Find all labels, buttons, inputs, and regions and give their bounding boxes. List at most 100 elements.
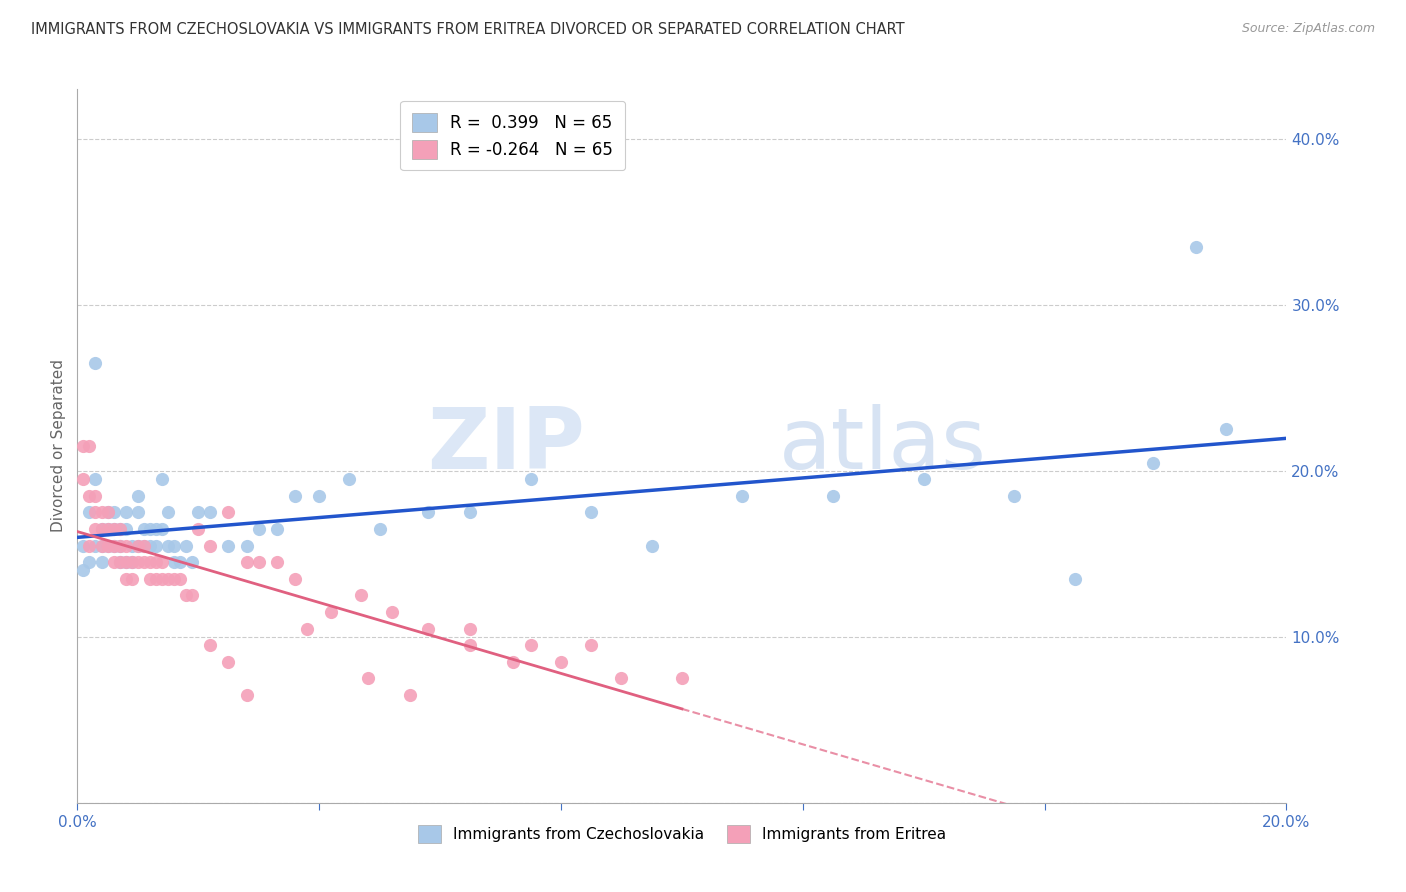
Point xyxy=(84,356,107,370)
Point xyxy=(821,489,844,503)
Point xyxy=(610,671,633,685)
Point xyxy=(96,522,118,536)
Point xyxy=(132,539,155,553)
Text: atlas: atlas xyxy=(779,404,987,488)
Point xyxy=(139,539,162,553)
Point xyxy=(235,539,257,553)
Point xyxy=(145,555,167,569)
Point xyxy=(671,671,693,685)
Point xyxy=(90,522,112,536)
Point xyxy=(218,655,240,669)
Point xyxy=(520,472,543,486)
Point xyxy=(127,505,149,519)
Point xyxy=(912,472,935,486)
Point xyxy=(108,522,131,536)
Point xyxy=(284,572,307,586)
Point xyxy=(96,505,118,519)
Point xyxy=(103,522,125,536)
Point xyxy=(150,472,173,486)
Point xyxy=(550,655,572,669)
Point xyxy=(103,539,125,553)
Point xyxy=(641,539,664,553)
Point xyxy=(266,522,288,536)
Point xyxy=(181,555,204,569)
Point xyxy=(121,572,143,586)
Point xyxy=(90,555,112,569)
Point xyxy=(150,572,173,586)
Point xyxy=(127,539,149,553)
Point xyxy=(145,522,167,536)
Point xyxy=(218,539,240,553)
Text: Source: ZipAtlas.com: Source: ZipAtlas.com xyxy=(1241,22,1375,36)
Point xyxy=(145,539,167,553)
Point xyxy=(368,522,391,536)
Point xyxy=(132,555,155,569)
Point xyxy=(150,522,173,536)
Point xyxy=(96,522,118,536)
Point xyxy=(235,688,257,702)
Point xyxy=(108,539,131,553)
Point xyxy=(103,522,125,536)
Point xyxy=(337,472,360,486)
Point xyxy=(145,572,167,586)
Point xyxy=(84,522,107,536)
Point xyxy=(200,505,222,519)
Point xyxy=(114,555,136,569)
Point xyxy=(139,522,162,536)
Point xyxy=(1004,489,1026,503)
Point xyxy=(96,539,118,553)
Point xyxy=(121,539,143,553)
Point xyxy=(163,555,186,569)
Point xyxy=(108,522,131,536)
Point xyxy=(139,572,162,586)
Point xyxy=(169,572,191,586)
Point xyxy=(90,539,112,553)
Point xyxy=(121,555,143,569)
Point xyxy=(108,555,131,569)
Point xyxy=(84,505,107,519)
Point xyxy=(163,572,186,586)
Point xyxy=(79,489,101,503)
Point xyxy=(187,522,209,536)
Point xyxy=(187,505,209,519)
Point xyxy=(284,489,307,503)
Point xyxy=(114,539,136,553)
Point xyxy=(103,505,125,519)
Point xyxy=(458,505,481,519)
Point xyxy=(321,605,343,619)
Point xyxy=(458,622,481,636)
Point xyxy=(127,489,149,503)
Point xyxy=(399,688,422,702)
Point xyxy=(132,539,155,553)
Point xyxy=(150,555,173,569)
Point xyxy=(79,539,101,553)
Point xyxy=(218,505,240,519)
Text: IMMIGRANTS FROM CZECHOSLOVAKIA VS IMMIGRANTS FROM ERITREA DIVORCED OR SEPARATED : IMMIGRANTS FROM CZECHOSLOVAKIA VS IMMIGR… xyxy=(31,22,904,37)
Point xyxy=(72,472,94,486)
Point xyxy=(108,539,131,553)
Point xyxy=(90,539,112,553)
Point xyxy=(84,539,107,553)
Point xyxy=(121,555,143,569)
Point xyxy=(163,539,186,553)
Point xyxy=(1064,572,1087,586)
Point xyxy=(731,489,754,503)
Point xyxy=(200,638,222,652)
Point xyxy=(157,539,180,553)
Point xyxy=(114,572,136,586)
Point xyxy=(174,539,197,553)
Point xyxy=(79,555,101,569)
Point xyxy=(114,522,136,536)
Point xyxy=(79,505,101,519)
Point xyxy=(1215,422,1237,436)
Point xyxy=(581,638,603,652)
Point xyxy=(132,522,155,536)
Point xyxy=(581,505,603,519)
Point xyxy=(72,439,94,453)
Point xyxy=(157,505,180,519)
Point xyxy=(235,555,257,569)
Point xyxy=(266,555,288,569)
Point xyxy=(96,505,118,519)
Point xyxy=(96,539,118,553)
Point xyxy=(108,555,131,569)
